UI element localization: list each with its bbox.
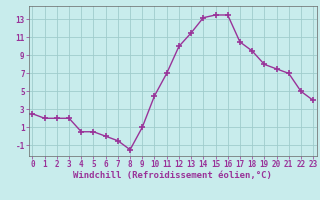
X-axis label: Windchill (Refroidissement éolien,°C): Windchill (Refroidissement éolien,°C): [73, 171, 272, 180]
